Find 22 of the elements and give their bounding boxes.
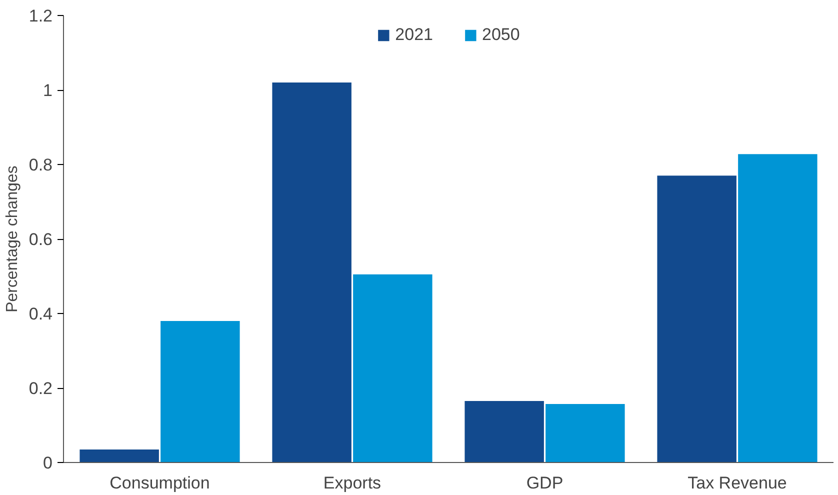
bar: [546, 404, 625, 462]
y-axis-title: Percentage changes: [4, 166, 21, 312]
legend-label: 2050: [482, 25, 520, 45]
y-tick-label: 0.2: [28, 379, 53, 398]
bar: [272, 82, 352, 462]
x-tick-label: GDP: [526, 474, 564, 492]
y-tick-label: 1: [43, 81, 53, 100]
legend-label: 2021: [395, 25, 433, 45]
bar: [464, 401, 544, 462]
bar: [160, 320, 240, 462]
bar: [657, 176, 736, 462]
y-tick-label: 0.4: [28, 304, 53, 324]
y-tick-label: 1.2: [28, 6, 53, 26]
bar: [80, 449, 159, 462]
y-tick-label: 0.6: [28, 230, 53, 249]
x-tick-label: Exports: [323, 474, 382, 492]
bar: [738, 154, 818, 462]
x-tick-label: Tax Revenue: [688, 474, 787, 492]
bar: [353, 274, 432, 462]
y-tick-label: 0.8: [28, 156, 53, 174]
x-tick-label: Consumption: [110, 474, 210, 492]
y-tick-label: 0: [43, 454, 53, 472]
